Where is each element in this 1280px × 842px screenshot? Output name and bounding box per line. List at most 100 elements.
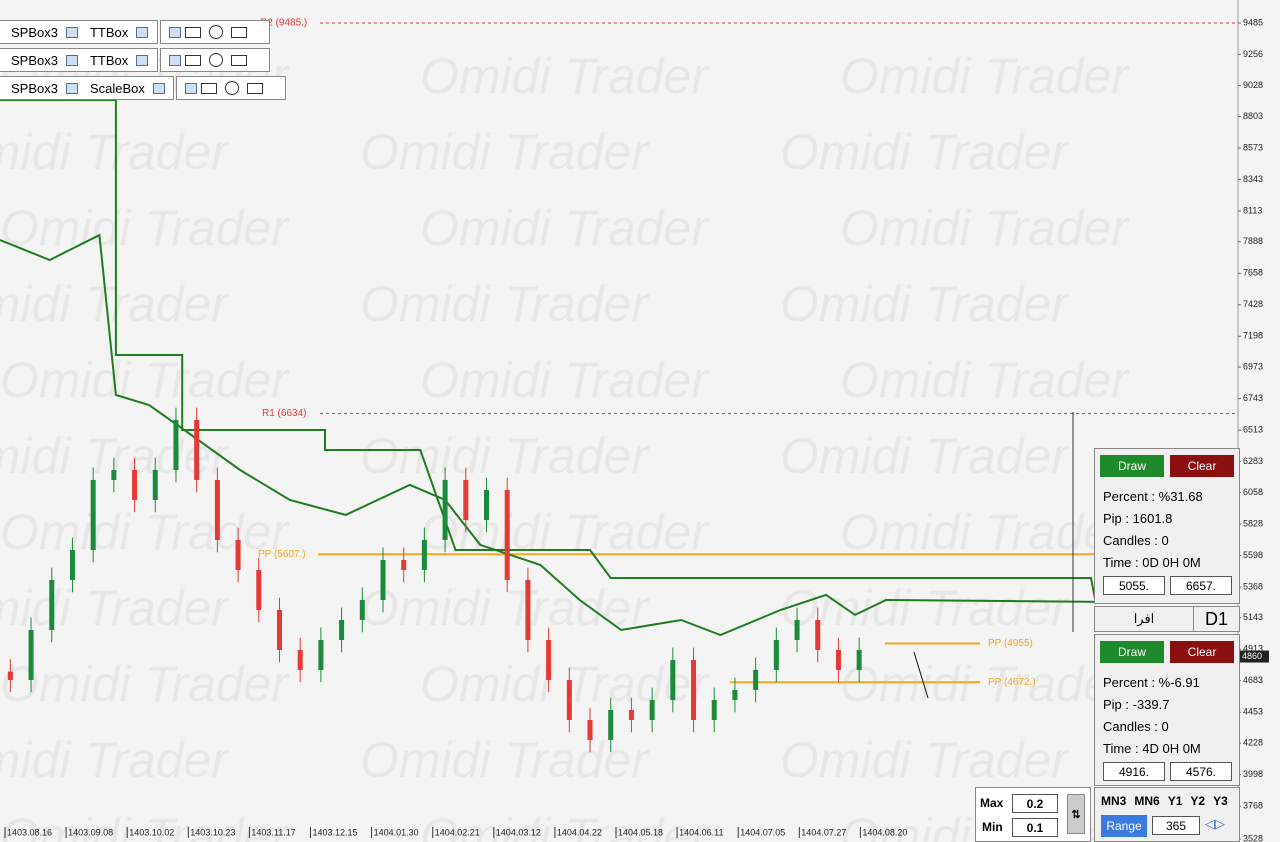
candle-body [152,469,158,500]
candle-body [214,479,220,540]
range-input[interactable]: 365 [1152,816,1200,835]
input[interactable]: 4916. [1103,762,1165,781]
time: Time : 4D 0H 0M [1103,741,1201,756]
range-button[interactable]: Range [1101,815,1147,837]
candle-body [753,669,759,690]
candle-body [649,699,655,720]
toolbar-item[interactable]: TTBox [89,24,129,40]
candle-body [401,559,407,570]
input[interactable]: 6657. [1170,576,1232,595]
period[interactable]: MN6 [1134,794,1160,808]
min-label: Min [982,820,1003,834]
toolbar-item[interactable]: SPBox3 [11,80,58,96]
candles: Candles : 0 [1103,533,1169,548]
clear-button[interactable]: Clear [1170,455,1234,477]
candle-body [463,479,469,520]
watermark: Omidi Trader [420,48,710,104]
candle-body [711,699,717,720]
pip: Pip : -339.7 [1103,697,1170,712]
period[interactable]: Y1 [1167,794,1183,808]
pip: Pip : 1601.8 [1103,511,1173,526]
watermark: Omidi Trader [780,580,1070,636]
y-tick-label: 4913 [1243,644,1263,654]
x-tick-label: 1404.07.05 [740,827,785,837]
toolbar: SPBox3 ScaleBox [0,76,174,100]
max-label: Max [980,796,1004,810]
indicator-line [0,233,1230,637]
candle-body [7,671,13,680]
input[interactable]: 4576. [1170,762,1232,781]
toolbar-item[interactable]: SPBox3 [11,52,58,68]
watermark: Omidi Trader [780,732,1070,788]
y-tick-label: 5598 [1243,550,1263,560]
candle-body [339,619,345,640]
candle-body [525,579,531,640]
candle-body [856,649,862,670]
candle-body [173,419,179,470]
watermark: Omidi Trader [0,656,290,712]
candle-body [587,719,593,740]
candle-body [359,599,365,620]
level-label: R1 (6634) [262,408,306,419]
watermark: Omidi Trader [0,352,290,408]
arrows[interactable]: ◁▷ [1205,816,1225,831]
y-tick-label: 7428 [1243,299,1263,309]
candles: Candles : 0 [1103,719,1169,734]
y-tick-label: 3768 [1243,800,1263,810]
x-tick-label: 1404.08.20 [862,827,907,837]
y-tick-label: 6973 [1243,361,1263,371]
watermark: Omidi Trader [360,276,650,332]
watermark: Omidi Trader [840,656,1130,712]
candle-body [835,649,841,670]
watermark: Omidi Trader [0,200,290,256]
draw-button[interactable]: Draw [1100,455,1164,477]
level-label: PP (4955) [988,638,1033,649]
draw-button[interactable]: Draw [1100,641,1164,663]
candle-body [90,479,96,550]
candle-body [69,549,75,580]
watermark: Omidi Trader [780,428,1070,484]
period[interactable]: Y2 [1190,794,1206,808]
watermark: Omidi Trader [420,656,710,712]
toolbar: SPBox3 TTBox [0,48,158,72]
clear-button[interactable]: Clear [1170,641,1234,663]
measure-panel: Draw Clear Percent : %31.68 Pip : 1601.8… [1094,448,1240,604]
toolbar-item[interactable]: TTBox [89,52,129,68]
watermark: Omidi Trader [840,48,1130,104]
y-tick-label: 6058 [1243,487,1263,497]
period[interactable]: Y3 [1213,794,1228,808]
y-tick-label: 8573 [1243,142,1263,152]
candle-body [380,559,386,600]
watermark: Omidi Trader [360,732,650,788]
candle-body [111,469,117,480]
period[interactable]: MN3 [1101,794,1127,808]
watermark: Omidi Trader [360,428,650,484]
symbol: افرا [1095,607,1194,631]
candle-body [691,659,697,720]
watermark: Omidi Trader [780,276,1070,332]
y-tick-label: 4228 [1243,737,1263,747]
toolbar-icons [160,48,270,72]
y-tick-label: 8113 [1243,205,1262,215]
max-input[interactable]: 0.2 [1012,794,1058,813]
y-tick-label: 6743 [1243,393,1263,403]
candle-body [484,489,490,520]
watermark: Omidi Trader [420,200,710,256]
y-tick-label: 4453 [1243,707,1263,717]
min-input[interactable]: 0.1 [1012,818,1058,837]
watermark: Omidi Trader [840,352,1130,408]
level-label: PP (5607.) [258,549,306,560]
x-tick-label: 1404.04.22 [557,827,602,837]
input[interactable]: 5055. [1103,576,1165,595]
x-tick-label: 1403.09.08 [68,827,113,837]
max-min-panel: Max 0.2 Min 0.1 ⇅ [975,787,1091,842]
price-marker [1239,650,1269,663]
x-tick-label: 1403.10.02 [129,827,174,837]
swap-button[interactable]: ⇅ [1067,794,1085,834]
candle-body [421,539,427,570]
candle-body [504,489,510,580]
symbol-bar: افرا D1 [1094,606,1240,632]
toolbar-item[interactable]: ScaleBox [89,80,145,96]
toolbar-item[interactable]: SPBox3 [11,24,58,40]
